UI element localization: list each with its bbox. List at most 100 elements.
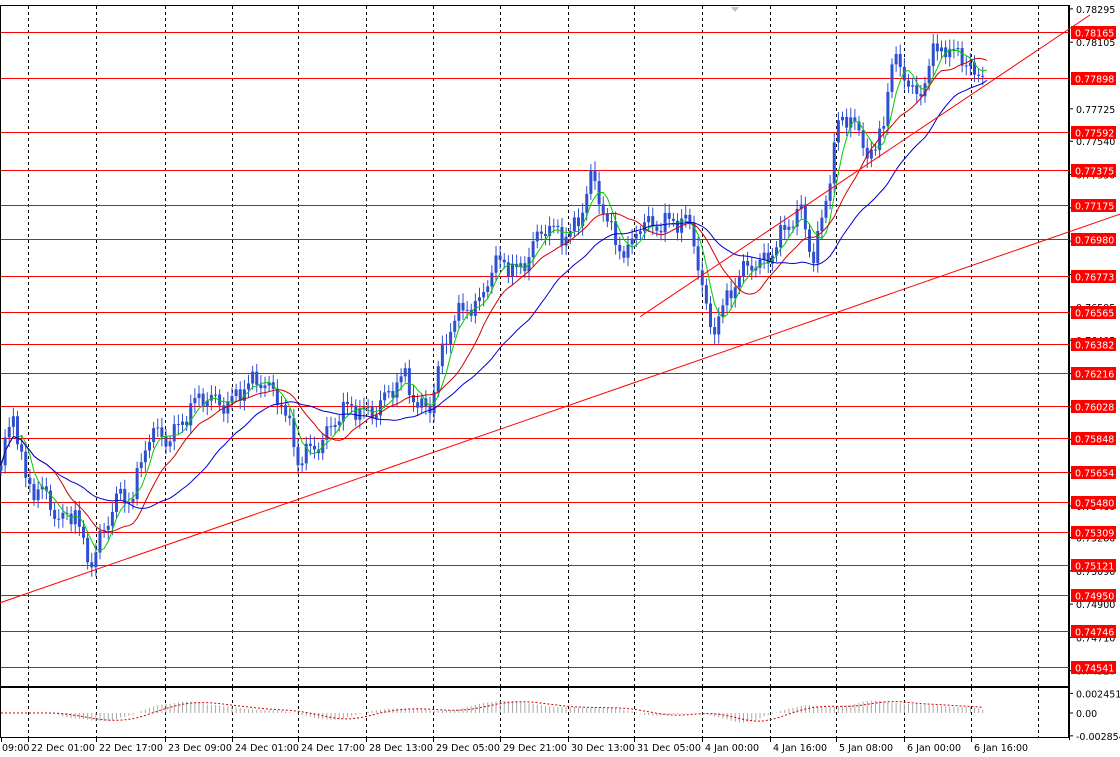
candle-body [131, 499, 135, 503]
time-tick-label: 28 Dec 13:00 [369, 743, 433, 754]
price-level-label: 0.75121 [1075, 562, 1114, 573]
price-level-label-box [1071, 233, 1116, 246]
time-tick-label: 31 Dec 05:00 [637, 743, 701, 754]
candle-body [469, 309, 473, 316]
candle-body [110, 511, 114, 526]
candle-body [436, 366, 440, 392]
time-tick-label: 22 Dec 01:00 [31, 743, 95, 754]
candle-body [964, 65, 968, 67]
candle-body [506, 262, 510, 276]
candle-body [420, 398, 424, 408]
price-level-label: 0.75480 [1075, 499, 1114, 510]
candle-body [853, 117, 857, 122]
candle-body [98, 530, 102, 553]
candle-body [758, 259, 762, 268]
price-level-label: 0.76216 [1075, 370, 1114, 381]
candle-body [626, 244, 630, 258]
price-level-label-box [1071, 199, 1116, 212]
candle-body [197, 393, 201, 398]
candle-body [717, 316, 721, 335]
oscillator-signal-line [1, 701, 983, 722]
candle-body [86, 537, 90, 563]
chart-shift-marker-icon[interactable] [731, 7, 739, 12]
candle-body [123, 488, 127, 504]
candle-body [148, 442, 151, 451]
candle-body [453, 320, 457, 332]
candle-body [874, 149, 877, 151]
candle-body [725, 290, 729, 306]
candle-body [313, 445, 316, 450]
price-level-label: 0.75848 [1075, 435, 1114, 446]
candle-body [502, 259, 506, 263]
price-level-label-box [1071, 661, 1116, 674]
price-level-label-box [1071, 306, 1116, 319]
candle-body [292, 418, 296, 448]
candle-body [849, 117, 853, 128]
trend-line-2[interactable] [640, 14, 1091, 317]
candle-body [915, 85, 919, 95]
candle-body [729, 290, 733, 299]
candle-body [779, 225, 783, 248]
candle-body [828, 183, 832, 201]
oscillator-tick-label: 0.00 [1076, 709, 1097, 720]
candle-body [935, 43, 939, 52]
price-level-label: 0.76773 [1075, 273, 1114, 284]
candle-body [354, 405, 358, 420]
candle-body [960, 48, 964, 66]
candle-body [651, 216, 655, 227]
candle-body [498, 255, 502, 260]
candle-body [395, 382, 399, 398]
candle-body [482, 292, 486, 298]
candle-body [898, 54, 902, 67]
price-level-label-box [1071, 625, 1116, 638]
candle-body [647, 216, 651, 223]
candle-body [127, 502, 131, 504]
candle-body [490, 272, 494, 287]
main-panel-frame [0, 5, 1069, 687]
candle-body [7, 426, 11, 438]
candle-body [28, 477, 32, 484]
candle-body [259, 384, 263, 389]
price-level-label: 0.76565 [1075, 309, 1114, 320]
candlestick-series[interactable] [0, 34, 985, 577]
candle-body [337, 421, 341, 425]
time-tick-label: 29 Dec 21:00 [503, 743, 567, 754]
price-level-label: 0.75654 [1075, 469, 1114, 480]
candle-body [379, 400, 382, 416]
candle-body [300, 463, 304, 466]
candle-body [539, 231, 543, 234]
candle-body [535, 231, 539, 242]
oscillator-series [1, 700, 984, 723]
time-tick-label: 30 Dec 13:00 [571, 743, 635, 754]
price-level-label-box [1071, 26, 1116, 39]
candle-body [890, 64, 894, 92]
candle-body [16, 416, 19, 445]
candle-body [267, 382, 271, 386]
candle-body [667, 212, 671, 219]
candle-body [812, 251, 816, 264]
candle-body [634, 233, 638, 239]
candle-body [973, 62, 976, 75]
candle-body [61, 512, 65, 519]
candle-body [143, 450, 147, 463]
candle-body [622, 251, 626, 258]
candle-body [251, 371, 255, 384]
price-tick-label: 0.75090 [1076, 567, 1115, 578]
candle-body [82, 526, 85, 538]
candle-body [238, 389, 242, 401]
candle-body [944, 47, 948, 58]
price-level-label-box [1071, 496, 1116, 509]
candle-body [832, 142, 836, 184]
candle-body [102, 529, 106, 531]
candle-body [523, 263, 527, 272]
candle-body [676, 220, 679, 233]
candle-body [189, 403, 193, 426]
price-level-label-box [1071, 589, 1116, 602]
candle-body [655, 226, 659, 231]
candle-body [24, 451, 28, 478]
candle-body [115, 493, 118, 512]
candle-body [568, 230, 572, 237]
candle-body [135, 468, 139, 500]
trend-line-1[interactable] [0, 207, 1120, 606]
